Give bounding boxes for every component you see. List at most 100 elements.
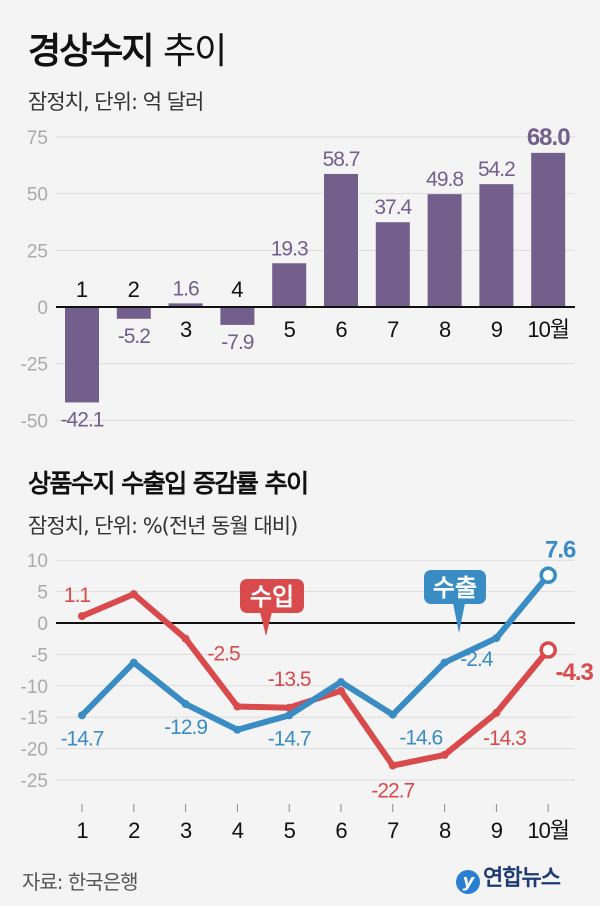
exports-value-label: -14.6 xyxy=(399,727,442,750)
bar-y-tick-label: 0 xyxy=(37,298,48,319)
line-chart-subtitle: 잠정치, 단위: %(전년 동월 대비) xyxy=(28,514,298,538)
line-y-tick-label: 0 xyxy=(37,614,48,635)
imports-point xyxy=(233,702,242,711)
exports-point xyxy=(181,700,190,709)
imports-point xyxy=(181,634,190,643)
imports-value-label: -4.3 xyxy=(556,659,594,686)
exports-point xyxy=(233,725,242,734)
exports-line xyxy=(79,573,551,733)
bar-value-label: 58.7 xyxy=(323,148,360,171)
imports-value-label: -13.5 xyxy=(268,668,311,691)
bar-value-label: 1.6 xyxy=(172,277,199,300)
bar xyxy=(116,307,151,319)
imports-point xyxy=(285,703,294,712)
line-y-tick-label: -10 xyxy=(21,677,48,698)
bar xyxy=(375,222,410,307)
imports-endpoint xyxy=(539,641,557,659)
line-y-tick-label: -20 xyxy=(21,740,48,761)
bar-y-tick-label: 75 xyxy=(27,128,48,149)
bar-x-tick-label: 3 xyxy=(180,317,192,342)
bar-value-label: 37.4 xyxy=(374,196,412,219)
exports-point xyxy=(337,678,345,687)
bar-x-tick-label: 7 xyxy=(387,317,399,342)
bar-value-label: 68.0 xyxy=(527,124,570,151)
exports-endpoint xyxy=(539,566,557,585)
bar-value-label: -5.2 xyxy=(118,325,151,348)
bar-value-label: -42.1 xyxy=(61,408,104,431)
imports-value-label: -2.5 xyxy=(208,643,241,666)
exports-point xyxy=(129,658,138,667)
bar xyxy=(531,152,566,307)
imports-callout-box xyxy=(240,579,304,613)
bar xyxy=(479,184,514,307)
line-y-tick-label: -25 xyxy=(21,771,48,792)
bar xyxy=(427,194,462,307)
exports-callout-pointer xyxy=(453,603,465,633)
line-x-tick-label: 7 xyxy=(387,818,399,843)
bar-x-tick-label: 8 xyxy=(439,317,451,342)
exports-callout-box xyxy=(424,570,486,604)
title-light: 추이 xyxy=(163,31,227,72)
imports-point xyxy=(129,590,138,599)
line-x-tick-label: 3 xyxy=(180,818,192,843)
bar-x-tick-label: 1 xyxy=(76,277,88,302)
line-y-tick-label: 10 xyxy=(27,551,48,572)
exports-value-label: -14.7 xyxy=(61,727,104,750)
imports-value-label: -14.3 xyxy=(483,727,526,750)
bar-chart-subtitle: 잠정치, 단위: 억 달러 xyxy=(28,90,204,114)
bar-y-tick-label: -25 xyxy=(21,355,48,376)
line-x-tick-label: 8 xyxy=(439,818,451,843)
exports-value-label: -2.4 xyxy=(460,648,494,671)
imports-callout-label: 수입 xyxy=(250,584,294,611)
exports-value-label: 7.6 xyxy=(545,536,576,563)
bar-x-tick-label: 6 xyxy=(335,317,347,342)
imports-callout-pointer xyxy=(260,612,272,636)
line-y-tick-label: -15 xyxy=(21,708,48,729)
line-x-tick-label: 5 xyxy=(284,818,296,843)
exports-callout-label: 수출 xyxy=(433,575,477,602)
bar xyxy=(65,307,99,403)
imports-point xyxy=(492,708,501,717)
bar-y-tick-label: 50 xyxy=(27,185,48,206)
imports-point xyxy=(337,686,345,695)
bar xyxy=(272,263,307,307)
exports-point xyxy=(78,711,86,720)
bar xyxy=(168,303,203,307)
bar-y-tick-label: 25 xyxy=(27,241,48,262)
exports-value-label: -12.9 xyxy=(164,716,207,739)
bar-x-tick-label: 2 xyxy=(128,277,140,302)
imports-point xyxy=(440,750,449,759)
line-y-tick-label: -5 xyxy=(31,645,48,666)
bar-value-label: 19.3 xyxy=(271,237,308,260)
imports-point xyxy=(78,612,86,621)
bar-y-tick-label: -50 xyxy=(21,411,48,432)
bar xyxy=(324,173,358,307)
bar-x-tick-label: 10월 xyxy=(527,317,569,342)
line-x-tick-label: 1 xyxy=(76,818,88,843)
line-x-tick-label: 2 xyxy=(128,818,140,843)
exports-point xyxy=(285,711,294,720)
logo-mark-icon: y xyxy=(456,870,480,894)
bar-x-tick-label: 4 xyxy=(231,277,243,302)
line-x-tick-label: 9 xyxy=(491,818,503,843)
bar-value-label: 54.2 xyxy=(478,158,515,181)
bar-value-label: 49.8 xyxy=(426,168,463,191)
logo-text: 연합뉴스 xyxy=(483,866,561,891)
exports-point xyxy=(440,658,449,667)
source-note: 자료: 한국은행 xyxy=(22,870,138,894)
imports-point xyxy=(388,761,397,770)
imports-value-label: 1.1 xyxy=(64,584,91,607)
line-x-tick-label: 10월 xyxy=(527,818,569,843)
line-y-tick-label: 5 xyxy=(37,583,48,604)
imports-value-label: -22.7 xyxy=(371,780,414,803)
bar xyxy=(220,307,255,325)
line-x-tick-label: 4 xyxy=(232,818,244,843)
title-bold: 경상수지 xyxy=(28,31,154,72)
exports-point xyxy=(388,710,397,719)
line-chart-title: 상품수지 수출입 증감률 추이 xyxy=(28,469,309,498)
bar-x-tick-label: 9 xyxy=(491,317,503,342)
yonhap-logo: y 연합뉴스 xyxy=(456,860,561,894)
exports-point xyxy=(492,634,501,643)
